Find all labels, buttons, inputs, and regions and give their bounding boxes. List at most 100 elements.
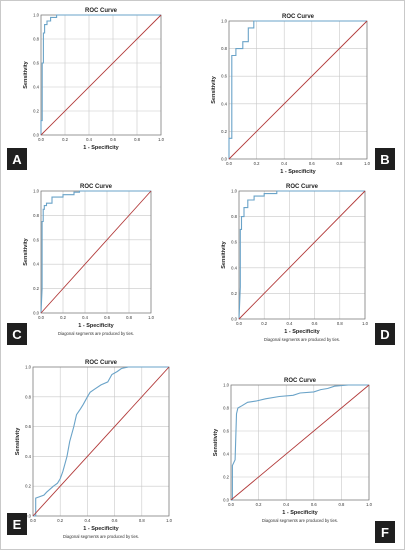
x-tick-label: 0.0 [38,315,44,320]
y-axis-label: Sensitivity [213,428,219,456]
panel-e: 0.0 0.0 0.2 0.2 0.4 0.4 0.6 0.6 0.8 0.8 1.0 1.0 ROC … [7,351,199,548]
y-tick-label: 0.4 [231,265,237,270]
plot-frame [230,384,370,501]
y-tick-label: 0.2 [231,291,237,296]
y-tick-label: 0.6 [221,74,227,79]
y-axis-label: Sensitivity [23,60,29,88]
x-tick-label: 0.2 [261,321,267,326]
panel-label-f: F [375,521,395,543]
chart-title: ROC Curve [282,14,315,20]
y-tick-label: 0.8 [221,46,227,51]
chart-title: ROC Curve [284,378,317,384]
reference-diagonal-line [32,366,170,517]
y-tick-label: 1.0 [221,19,227,24]
x-axis-label: 1 - Specificity [78,323,114,329]
y-tick-label: 1.0 [25,365,31,370]
x-tick-label: 0.8 [139,518,145,523]
x-axis-label: 1 - Specificity [83,145,119,151]
chart-title: ROC Curve [286,184,319,190]
panel-d: 0.0 0.0 0.2 0.2 0.4 0.4 0.6 0.6 0.8 0.8 1.0 1.0 ROC … [207,179,394,349]
x-tick-label: 0.8 [338,502,344,507]
roc-curve-line [228,20,367,159]
x-tick-label: 0.2 [256,502,262,507]
y-tick-label: 0.8 [231,214,237,219]
x-tick-label: 0.6 [104,315,110,320]
x-tick-label: 0.2 [254,161,260,166]
y-tick-label: 0.6 [223,429,229,434]
x-tick-label: 1.0 [166,518,172,523]
y-axis-label: Sensitivity [221,240,227,268]
chart-footnote: Diagonal segments are produced by ties. [264,337,340,342]
x-tick-label: 0.0 [30,518,36,523]
y-tick-label: 0.2 [223,475,229,480]
roc-chart-b: 0.00.0 0.2 0.2 0.4 0.4 0.6 0.6 0.8 0.8 1.0 1.0 ROC … [211,14,371,175]
panel-label-b: B [375,148,395,170]
y-tick-label: 0.6 [33,61,39,66]
x-tick-label: 1.0 [148,315,154,320]
reference-diagonal-line [40,14,162,136]
x-tick-label: 0.2 [62,137,68,142]
x-axis-label: 1 - Specificity [282,510,318,516]
x-tick-label: 0.0 [236,321,242,326]
panel-label-a: A [7,148,27,170]
y-tick-label: 0.6 [231,240,237,245]
x-tick-label: 0.6 [112,518,118,523]
y-tick-label: 1.0 [223,383,229,388]
roc-chart-e: 0.00.0 0.2 0.2 0.4 0.4 0.6 0.6 0.8 0.8 1.0 1.0 ROC … [15,360,173,539]
x-tick-label: 0.8 [336,161,342,166]
x-tick-label: 1.0 [366,502,372,507]
x-axis-label: 1 - Specificity [280,169,316,175]
y-tick-label: 0.6 [25,424,31,429]
panel-label-c: C [7,323,27,345]
x-tick-label: 0.2 [57,518,63,523]
chart-title: ROC Curve [85,8,118,14]
y-tick-label: 0.2 [33,109,39,114]
x-tick-label: 0.4 [82,315,88,320]
y-tick-label: 0.2 [221,129,227,134]
y-tick-label: 0.8 [33,213,39,218]
y-axis-label: Sensitivity [23,237,29,265]
x-tick-label: 0.0 [228,502,234,507]
y-tick-label: 0.4 [33,85,39,90]
y-tick-label: 0.6 [33,237,39,242]
x-tick-label: 0.4 [86,137,92,142]
panel-label-d: D [375,323,395,345]
x-tick-label: 1.0 [158,137,164,142]
roc-curve-line [238,190,365,320]
x-tick-label: 0.6 [309,161,315,166]
y-tick-label: 0.0 [33,133,39,138]
x-tick-label: 0.2 [60,315,66,320]
y-tick-label: 1.0 [33,189,39,194]
panel-f: 0.0 0.0 0.2 0.2 0.4 0.4 0.6 0.6 0.8 0.8 1.0 1.0 ROC … [201,365,397,548]
x-tick-label: 0.4 [283,502,289,507]
chart-title: ROC Curve [85,360,118,366]
reference-diagonal-line [230,384,370,501]
x-tick-label: 1.0 [362,321,368,326]
y-tick-label: 0.8 [223,406,229,411]
y-tick-label: 0.8 [25,394,31,399]
chart-footnote: Diagonal segments are produced by ties. [262,518,338,523]
x-tick-label: 0.4 [286,321,292,326]
x-tick-label: 0.4 [84,518,90,523]
roc-chart-a: 0.00.0 0.2 0.2 0.4 0.4 0.6 0.6 0.8 0.8 1.0 1.0 ROC … [23,8,165,151]
plot-frame [32,366,170,517]
y-tick-label: 0.8 [33,37,39,42]
y-tick-label: 1.0 [33,13,39,18]
y-tick-label: 0.4 [223,452,229,457]
y-tick-label: 0.4 [25,454,31,459]
x-axis-label: 1 - Specificity [284,329,320,335]
y-tick-label: 0.2 [33,286,39,291]
x-tick-label: 0.0 [38,137,44,142]
y-tick-label: 0.0 [223,498,229,503]
panel-b: 0.0 0.0 0.2 0.2 0.4 0.4 0.6 0.6 0.8 0.8 1.0 1.0 ROC … [207,9,394,179]
x-tick-label: 0.8 [126,315,132,320]
y-tick-label: 0.2 [25,484,31,489]
y-tick-label: 0.0 [25,514,31,519]
y-axis-label: Sensitivity [15,427,21,455]
y-tick-label: 1.0 [231,189,237,194]
y-tick-label: 0.0 [33,311,39,316]
roc-curve-line [231,384,369,501]
reference-diagonal-line [228,20,368,160]
x-tick-label: 0.8 [134,137,140,142]
